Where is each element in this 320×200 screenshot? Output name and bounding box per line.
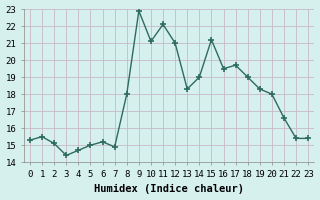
X-axis label: Humidex (Indice chaleur): Humidex (Indice chaleur) xyxy=(94,184,244,194)
